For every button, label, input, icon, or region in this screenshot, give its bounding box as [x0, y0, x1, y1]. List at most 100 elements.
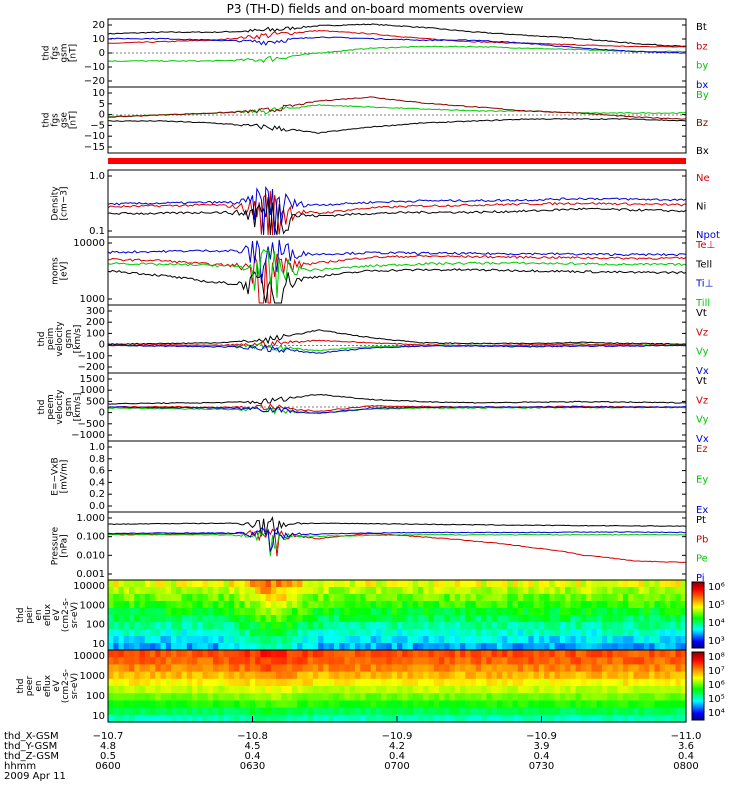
heatmap-cell — [475, 643, 482, 651]
panel-1: thdfgsgsm[nT] — [42, 18, 687, 88]
heatmap-cell — [565, 587, 571, 595]
heatmap-cell — [607, 664, 614, 673]
ytick-label: 0.0 — [89, 501, 105, 512]
heatmap-cell — [297, 622, 304, 630]
heatmap-cell — [554, 608, 561, 616]
heatmap-cell — [270, 657, 277, 665]
heatmap-cell — [281, 650, 288, 658]
heatmap-cell — [454, 693, 461, 701]
heatmap-cell — [675, 587, 682, 595]
heatmap-cell — [528, 693, 535, 701]
heatmap-cell — [260, 636, 267, 644]
legend-By: By — [696, 90, 709, 101]
heatmap-cell — [659, 686, 666, 694]
heatmap-cell — [302, 594, 309, 602]
heatmap-cell — [312, 608, 319, 616]
legend-Vt: Vt — [696, 308, 707, 319]
heatmap-cell — [638, 643, 645, 651]
heatmap-cell — [423, 629, 430, 637]
ytick-label: 300 — [86, 306, 105, 317]
heatmap-cell — [475, 686, 482, 694]
heatmap-cell — [312, 707, 319, 716]
heatmap-cell — [260, 650, 267, 658]
heatmap-cell — [533, 580, 540, 588]
heatmap-cell — [507, 636, 514, 644]
heatmap-cell — [291, 601, 298, 609]
heatmap-cell — [680, 601, 687, 609]
heatmap-cell — [654, 580, 661, 588]
heatmap-cell — [580, 601, 587, 609]
heatmap-cell — [171, 615, 177, 623]
heatmap-cell — [412, 700, 419, 709]
heatmap-cell — [680, 629, 687, 637]
heatmap-cell — [481, 580, 487, 588]
heatmap-cell — [496, 636, 503, 644]
heatmap-cell — [470, 615, 477, 623]
heatmap-cell — [108, 580, 114, 588]
heatmap-cell — [670, 636, 677, 644]
heatmap-cell — [312, 657, 319, 665]
heatmap-cell — [397, 650, 403, 658]
heatmap-cell — [365, 693, 372, 701]
heatmap-cell — [276, 643, 282, 651]
heatmap-cell — [675, 650, 682, 658]
heatmap-cell — [192, 622, 198, 630]
heatmap-cell — [150, 657, 156, 665]
heatmap-cell — [544, 643, 550, 651]
heatmap-cell — [675, 629, 682, 637]
heatmap-cell — [176, 601, 183, 609]
heatmap-cell — [496, 643, 503, 651]
heatmap-cell — [423, 707, 430, 716]
heatmap-cell — [249, 671, 256, 680]
heatmap-cell — [528, 664, 535, 673]
heatmap-cell — [670, 601, 677, 609]
heatmap-cell — [402, 671, 409, 680]
heatmap-cell — [150, 622, 156, 630]
heatmap-cell — [433, 615, 440, 623]
heatmap-cell — [302, 643, 309, 651]
heatmap-cell — [612, 615, 619, 623]
heatmap-cell — [391, 594, 398, 602]
heatmap-cell — [402, 657, 409, 665]
heatmap-cell — [186, 608, 193, 616]
heatmap-cell — [186, 686, 193, 694]
heatmap-cell — [675, 664, 682, 673]
heatmap-cell — [517, 615, 524, 623]
heatmap-cell — [354, 622, 361, 630]
heatmap-cell — [601, 664, 608, 673]
heatmap-cell — [439, 629, 445, 637]
heatmap-cell — [565, 707, 571, 716]
heatmap-cell — [638, 714, 645, 723]
heatmap-cell — [176, 657, 183, 665]
heatmap-cell — [370, 657, 377, 665]
heatmap-cell — [349, 622, 356, 630]
heatmap-cell — [129, 686, 135, 694]
heatmap-cell — [176, 643, 183, 651]
ytick-label: 10 — [92, 711, 105, 722]
heatmap-cell — [155, 594, 162, 602]
heatmap-cell — [202, 664, 209, 673]
heatmap-cell — [596, 664, 603, 673]
heatmap-cell — [381, 671, 388, 680]
heatmap-cell — [386, 707, 393, 716]
heatmap-cell — [360, 700, 367, 709]
heatmap-cell — [523, 580, 529, 588]
heatmap-cell — [601, 714, 608, 723]
heatmap-cell — [580, 686, 587, 694]
heatmap-cell — [391, 686, 398, 694]
heatmap-cell — [612, 671, 619, 680]
heatmap-cell — [171, 664, 177, 673]
heatmap-cell — [470, 608, 477, 616]
heatmap-cell — [239, 587, 246, 595]
heatmap-cell — [118, 615, 125, 623]
heatmap-cell — [249, 608, 256, 616]
heatmap-cell — [113, 615, 120, 623]
heatmap-cell — [265, 636, 272, 644]
heatmap-cell — [192, 636, 198, 644]
heatmap-cell — [344, 693, 351, 701]
heatmap-cell — [349, 629, 356, 637]
heatmap-cell — [675, 580, 682, 588]
heatmap-cell — [633, 657, 640, 665]
heatmap-cell — [255, 622, 261, 630]
heatmap-cell — [659, 622, 666, 630]
